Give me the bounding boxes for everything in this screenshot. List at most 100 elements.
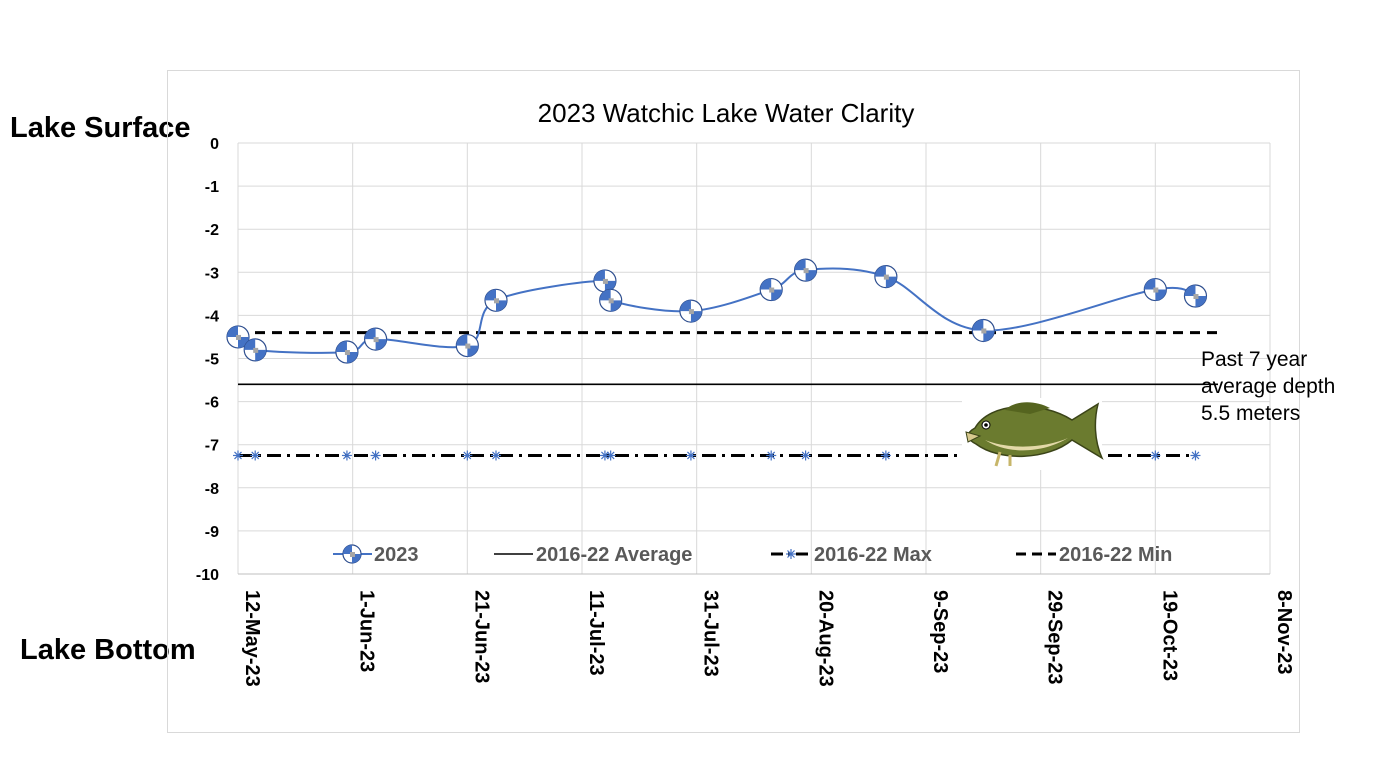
y-tick-label: 0 (210, 136, 219, 153)
series-2023-point (1143, 277, 1167, 302)
disk-quadrant (244, 338, 256, 350)
disk-quadrant (972, 319, 984, 331)
disk-center (373, 337, 379, 343)
disk-center (236, 334, 241, 340)
note-line: Past 7 year (1201, 348, 1308, 371)
series-2023-point (226, 325, 250, 349)
series-2023-point (599, 288, 623, 312)
chart-frame (167, 70, 1300, 733)
max-marker-stroke (371, 451, 380, 460)
y-axis: 0 -1 -2 -3 -4 -5 -6 -7 -8 -9 -10 (196, 136, 219, 584)
disk-quadrant (364, 328, 376, 340)
note-line: 5.5 meters (1201, 402, 1301, 425)
disk-center (344, 350, 350, 356)
y-tick-label: -5 (205, 352, 219, 369)
disk-quadrant (1184, 285, 1196, 297)
y-tick-label: -9 (205, 524, 219, 541)
series-layer (226, 258, 1208, 364)
legend-label: 2016-22 Max (814, 544, 932, 566)
max-marker-stroke (343, 451, 351, 460)
max-marker-stroke (251, 451, 260, 460)
max-marker-stroke (601, 451, 609, 460)
series-2023-point (793, 258, 818, 282)
x-tick-label: 21-Jun-23 (470, 590, 492, 683)
max-marker-stroke (492, 451, 500, 460)
y-tick-label: -4 (205, 308, 219, 325)
max-marker-stroke (606, 451, 615, 460)
max-point (605, 450, 616, 461)
max-point (766, 450, 777, 461)
disk-quadrant (794, 259, 806, 271)
series-2023-point (364, 327, 388, 351)
series-2023-point (335, 340, 359, 364)
disk-quadrant (593, 269, 605, 281)
disk-center (350, 552, 355, 557)
y-tick-label: -2 (205, 222, 219, 239)
legend-label: 2016-22 Average (536, 544, 692, 566)
series-2023-point (455, 333, 479, 358)
max-point (250, 450, 261, 461)
x-axis: 12-May-23 1-Jun-23 21-Jun-23 11-Jul-23 31-Ju… (241, 590, 1295, 687)
y-tick-label: -8 (205, 481, 219, 498)
legend-2023-marker (342, 544, 362, 564)
average-depth-note: Past 7 year average depth 5.5 meters (1201, 346, 1335, 427)
x-tick-label: 8-Nov-23 (1273, 590, 1295, 674)
x-tick-label: 12-May-23 (241, 590, 263, 687)
series-2023-point (679, 299, 703, 323)
max-point (462, 450, 473, 461)
lake-bottom-label: Lake Bottom (20, 634, 196, 666)
max-marker-stroke (234, 451, 242, 460)
max-marker-stroke (767, 451, 776, 460)
disk-quadrant (679, 300, 691, 312)
legend: 2023 2016-22 Average 2016-22 Max 2016-22 Mi… (333, 544, 1172, 566)
y-tick-label: -3 (205, 265, 219, 282)
disk-quadrant (343, 545, 352, 554)
max-point (800, 450, 811, 461)
legend-max-marker (786, 549, 796, 559)
disk-center (608, 298, 614, 304)
disk-center (1153, 287, 1159, 293)
x-tick-label: 1-Jun-23 (356, 590, 378, 672)
note-line: average depth (1201, 375, 1336, 398)
series-2023-point (759, 277, 783, 302)
max-point (685, 450, 696, 461)
lake-surface-label: Lake Surface (10, 112, 191, 144)
y-tick-label: -10 (196, 567, 219, 584)
disk-center (602, 278, 608, 284)
disk-center (494, 298, 499, 304)
series-2023-point (874, 265, 898, 289)
disk-center (253, 347, 259, 353)
legend-label: 2023 (374, 544, 419, 566)
disk-quadrant (335, 341, 347, 353)
max-marker-stroke (687, 451, 695, 460)
y-tick-label: -6 (205, 395, 219, 412)
x-tick-label: 9-Sep-23 (929, 590, 951, 673)
series-2023-point (243, 338, 267, 362)
y-tick-label: -7 (205, 438, 219, 455)
grid-layer (237, 142, 1271, 575)
max-point (1190, 450, 1201, 461)
disk-center (465, 343, 471, 349)
disk-center (688, 309, 694, 315)
series-2023-point (484, 288, 508, 312)
max-point (233, 450, 243, 461)
max-marker-stroke (801, 451, 810, 460)
disk-quadrant (874, 265, 886, 277)
disk-quadrant (227, 325, 238, 337)
disk-quadrant (1144, 278, 1156, 290)
disk-quadrant (599, 289, 611, 301)
series-2023-point (1183, 284, 1208, 308)
bass-fish-icon (962, 398, 1104, 470)
chart-title: 2023 Watchic Lake Water Clarity (538, 98, 915, 128)
x-tick-label: 20-Aug-23 (814, 590, 836, 687)
max-point (880, 450, 891, 461)
disk-quadrant (760, 278, 772, 290)
max-point (1150, 450, 1161, 461)
x-tick-label: 29-Sep-23 (1044, 590, 1066, 685)
disk-center (1193, 294, 1199, 300)
disk-quadrant (485, 289, 496, 301)
x-tick-label: 31-Jul-23 (700, 590, 722, 677)
disk-center (883, 274, 889, 280)
max-point (370, 450, 381, 461)
